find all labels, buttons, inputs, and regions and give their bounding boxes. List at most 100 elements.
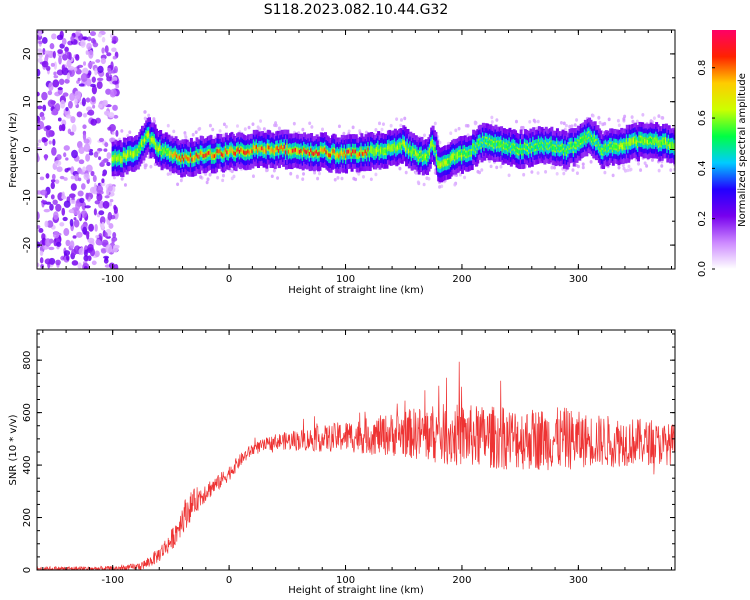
spectrogram-faint-point [120,177,124,181]
spectrogram-noise-point [56,241,62,247]
spectrogram-faint-point [446,141,450,146]
spectrogram-faint-point [123,183,127,187]
spectrogram-noise-point [106,152,112,159]
spectrogram-faint-point [570,124,574,128]
spectrogram-noise-point [37,105,43,110]
spectrogram-noise-point [37,154,40,163]
spectrogram-noise-point [62,216,68,222]
spectrogram-faint-point [489,164,493,169]
spectrogram-faint-point [301,177,305,181]
spectrogram-noise-point [110,88,117,97]
spectrogram-faint-point [191,132,195,137]
spectrogram-noise-point [98,137,105,142]
spectrogram-noise-point [41,91,48,101]
figure-title: S118.2023.082.10.44.G32 [264,2,449,18]
spectrogram-faint-point [466,124,470,128]
spectrogram-noise-point [115,130,119,137]
spectrogram-faint-point [536,119,540,124]
spectrogram-faint-point [457,126,461,131]
spectrogram-noise-point [105,244,113,254]
spectrogram-faint-point [230,176,234,181]
spectrogram-noise-point [71,124,77,133]
spectrogram-noise-point [89,31,97,37]
spectrogram-noise-point [91,76,96,83]
spectrogram-noise-point [94,200,100,205]
spectrogram-faint-point [530,170,534,174]
spectrogram-noise-point [112,231,117,239]
spectrogram-noise-point [80,210,88,218]
spectrogram-faint-point [422,182,426,187]
spectrogram-faint-point [657,168,661,173]
spectrogram-noise-point [86,36,92,42]
spectrogram-noise-point [84,205,91,209]
spectrogram-xtick-label: 0 [226,274,232,285]
snr-panel: -100 0 100 200 300 0 200 400 600 800 Height of st… [8,329,676,596]
spectrogram-noise-point [57,117,62,122]
spectrogram-noise-point [61,123,66,132]
spectrogram-faint-point [631,119,635,124]
spectrogram-noise-point [101,221,105,230]
spectrogram-noise-point [93,182,97,192]
spectrogram-noise-point [111,40,117,44]
spectrogram-ylabel: Frequency (Hz) [8,112,19,188]
spectrogram-noise-point [61,64,66,72]
spectrogram-faint-point [403,116,407,121]
spectrogram-faint-point [597,116,601,120]
snr-xtick-label: 0 [226,575,232,586]
snr-xtick-label: 100 [336,575,355,586]
spectrogram-faint-point [380,127,384,132]
spectrogram-faint-point [243,127,247,131]
spectrogram-noise-point [38,227,44,233]
spectrogram-noise-point [82,67,89,75]
spectrogram-noise-point [94,67,98,76]
spectrogram-noise-point [87,243,94,251]
spectrogram-noise-point [104,142,109,148]
spectrogram-faint-point [351,125,355,130]
spectrogram-ytick-label: 20 [22,48,33,61]
spectrogram-noise-point [71,149,78,159]
spectrogram-faint-point [649,119,653,123]
spectrogram-noise-point [37,142,40,147]
spectrogram-faint-point [289,171,293,176]
spectrogram-noise-point [96,193,103,202]
spectrogram-noise-point [55,179,60,184]
spectrogram-noise-point [108,112,115,119]
spectrogram-noise-point [44,258,52,265]
spectrogram-faint-point [297,131,301,135]
spectrogram-noise-point [37,91,40,97]
colorbar-tick-label: 0.0 [697,261,708,277]
spectrogram-faint-point [302,172,306,176]
spectrogram-faint-point [222,122,226,127]
spectrogram-noise-point [39,176,45,181]
spectrogram-noise-point [88,223,94,232]
snr-ytick-label: 200 [22,508,33,527]
snr-series-line [37,361,675,570]
spectrogram-faint-point [221,178,225,183]
spectrogram-noise-point [108,223,114,229]
spectrogram-noise-point [65,114,72,119]
spectrogram-noise-point [109,199,114,203]
spectrogram-faint-point [208,172,212,177]
spectrogram-noise-point [115,84,119,89]
spectrogram-faint-point [153,162,157,167]
spectrogram-noise-point [45,125,52,130]
spectrogram-faint-point [205,180,209,185]
spectrogram-noise-point [79,197,85,204]
spectrogram-faint-point [453,182,457,187]
spectrogram-noise-point [37,48,42,52]
spectrogram-ytick-label: 0 [22,146,33,152]
spectrogram-noise-point [112,55,117,60]
spectrogram-noise-point [112,244,119,253]
spectrogram-noise-point [76,111,83,118]
spectrogram-noise-point [92,42,99,48]
spectrogram-faint-point [603,121,607,126]
spectrogram-noise-point [56,154,62,161]
spectrogram-noise-point [93,151,99,158]
spectrogram-noise-point [83,266,88,269]
spectrogram-noise-point [50,181,55,190]
spectrogram-faint-point [247,125,251,130]
spectrogram-faint-point [562,121,566,126]
spectrogram-faint-point [259,119,263,123]
spectrogram-noise-point [61,37,67,45]
spectrogram-noise-point [105,88,112,95]
